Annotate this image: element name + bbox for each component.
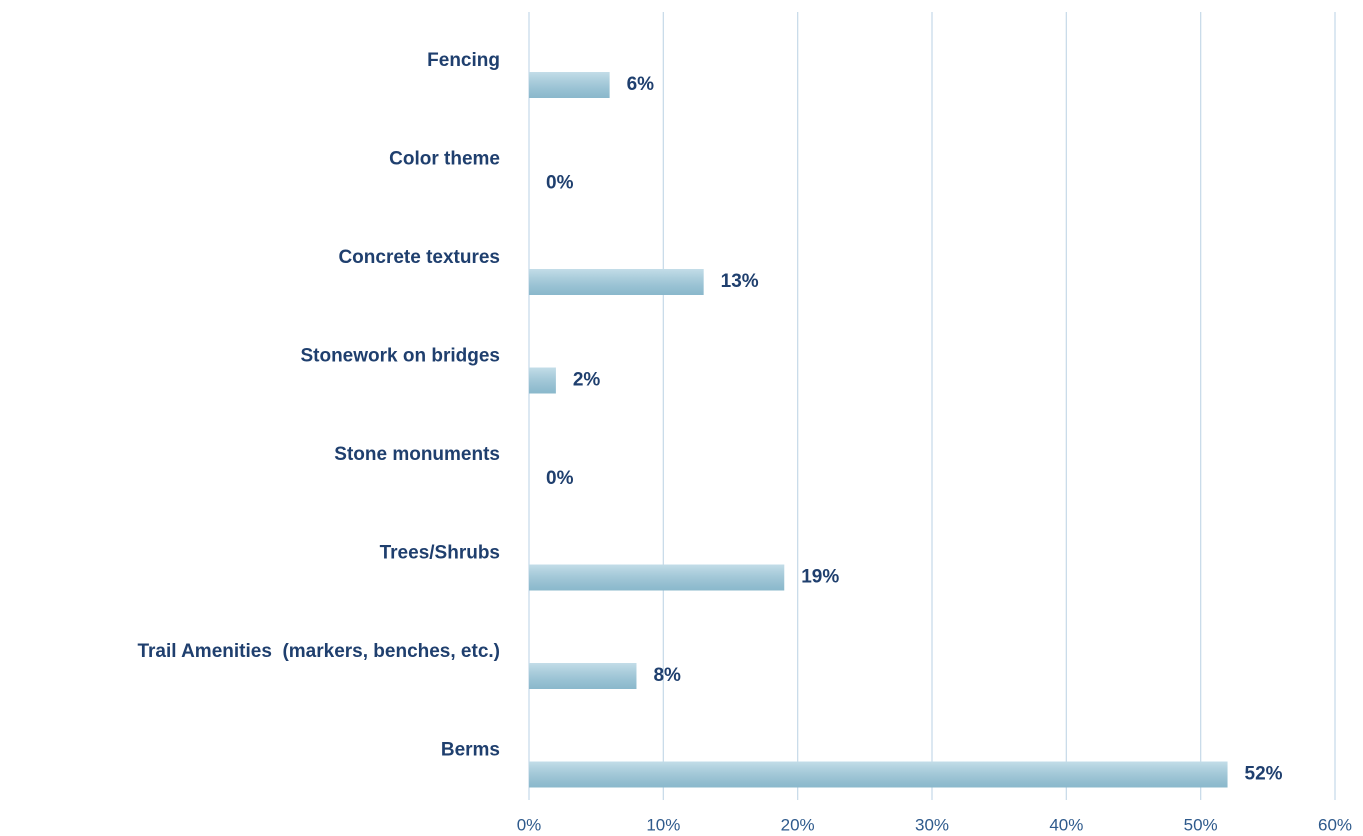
bar-shade <box>529 663 636 689</box>
x-tick-label: 60% <box>1318 815 1352 834</box>
value-label: 13% <box>721 271 759 292</box>
bar-shade <box>529 762 1228 788</box>
chart: 0% 10% 20% 30% 40% 50% 60% Fencing 6% Color theme… <box>0 0 1363 836</box>
x-tick-label: 20% <box>781 815 815 834</box>
x-tick-label: 40% <box>1049 815 1083 834</box>
category-label: Trees/Shrubs <box>380 543 500 564</box>
value-label: 0% <box>546 468 574 489</box>
category-label: Stone monuments <box>334 444 500 465</box>
value-label: 6% <box>627 74 655 95</box>
value-label: 0% <box>546 173 574 194</box>
value-label: 2% <box>573 370 601 391</box>
value-label: 8% <box>653 665 681 686</box>
x-tick-label: 50% <box>1184 815 1218 834</box>
x-tick-label: 10% <box>646 815 680 834</box>
x-tick-label: 0% <box>517 815 542 834</box>
category-label: Fencing <box>427 50 500 71</box>
category-label: Concrete textures <box>338 247 500 268</box>
value-label: 52% <box>1245 764 1283 785</box>
category-label: Berms <box>441 740 500 761</box>
x-tick-label: 30% <box>915 815 949 834</box>
bar-shade <box>529 269 704 295</box>
bar-shade <box>529 368 556 394</box>
category-label: Stonework on bridges <box>300 346 500 367</box>
category-label: Color theme <box>389 149 500 170</box>
category-label: Trail Amenities (markers, benches, etc.) <box>137 641 500 662</box>
bar-shade <box>529 565 784 591</box>
bar-shade <box>529 72 610 98</box>
value-label: 19% <box>801 567 839 588</box>
